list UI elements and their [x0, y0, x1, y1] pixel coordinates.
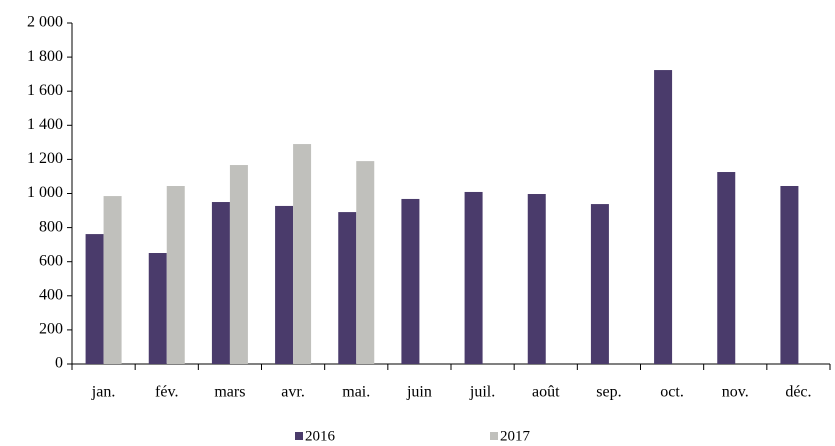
y-tick-label: 1 200: [27, 150, 63, 167]
y-tick-label: 200: [39, 321, 63, 338]
bar: [148, 253, 167, 364]
legend-swatch: [295, 432, 303, 440]
y-tick-label: 600: [39, 252, 63, 269]
bar: [293, 144, 312, 364]
y-tick-label: 2 000: [27, 14, 63, 31]
bar: [654, 70, 673, 365]
bar: [780, 185, 799, 364]
x-tick-label: août: [532, 384, 560, 401]
bar: [85, 234, 104, 364]
x-tick-label: jan.: [91, 384, 116, 401]
y-tick-label: 1 000: [27, 184, 63, 201]
x-tick-label: nov.: [722, 384, 749, 401]
y-tick-label: 1 400: [27, 116, 63, 133]
bar: [275, 205, 294, 364]
bar: [356, 161, 375, 364]
x-tick-label: sep.: [596, 384, 621, 401]
legend-swatch: [490, 432, 498, 440]
y-tick-label: 1 800: [27, 48, 63, 65]
bar: [401, 198, 420, 364]
x-tick-label: avr.: [281, 384, 305, 401]
x-tick-label: mai.: [342, 384, 370, 401]
bar: [464, 191, 483, 364]
bar: [211, 202, 230, 364]
x-tick-label: déc.: [785, 384, 811, 401]
bar: [103, 196, 122, 364]
legend-label: 2017: [500, 428, 531, 444]
x-tick-label: mars: [214, 384, 245, 401]
x-tick-label: fév.: [155, 384, 178, 401]
y-tick-label: 0: [55, 355, 63, 372]
x-tick-label: juin: [406, 384, 432, 401]
x-tick-label: oct.: [660, 384, 684, 401]
bar: [229, 165, 248, 364]
y-tick-label: 1 600: [27, 82, 63, 99]
y-tick-label: 800: [39, 218, 63, 235]
bar: [527, 194, 546, 364]
legend-label: 2016: [305, 428, 336, 444]
y-tick-label: 400: [39, 286, 63, 303]
bar: [166, 185, 185, 364]
bar: [590, 204, 609, 364]
bar: [717, 172, 736, 364]
x-tick-label: juil.: [469, 384, 495, 401]
bar: [338, 212, 357, 364]
